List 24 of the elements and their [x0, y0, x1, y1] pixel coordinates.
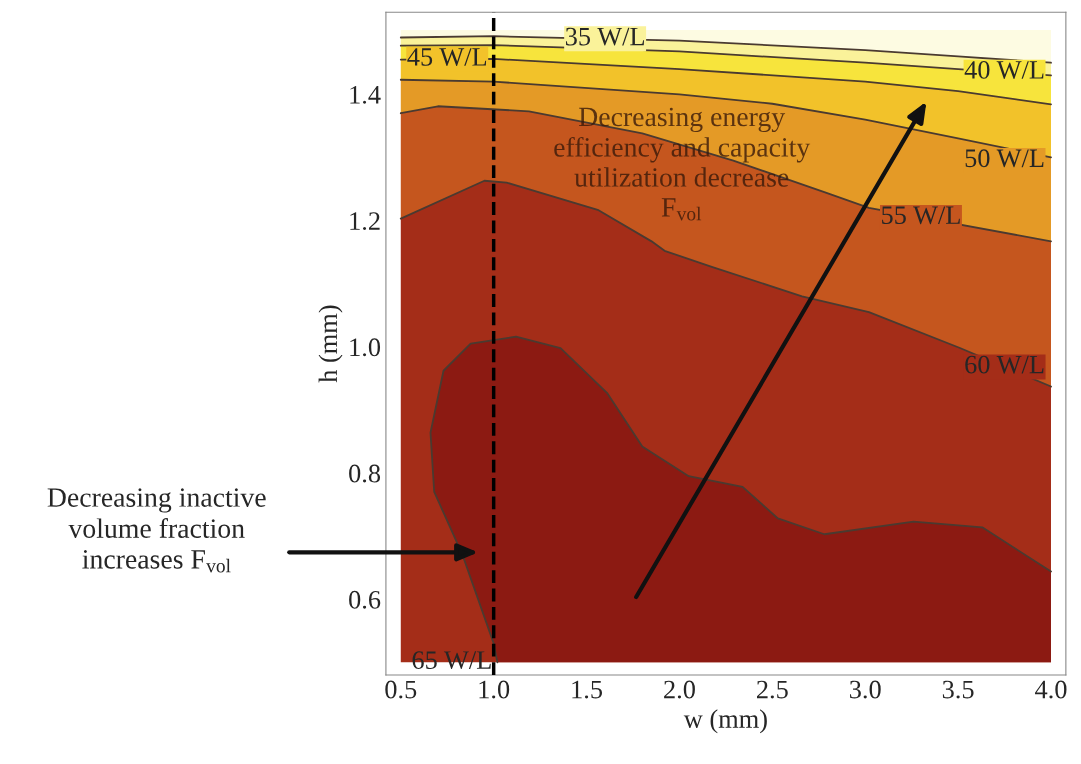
line-series: [399, 105, 1052, 243]
series-label: 50 W/L: [965, 149, 1044, 168]
y-tick-label: 0.6: [349, 590, 381, 609]
x-tick-label: 2.0: [664, 680, 695, 699]
annotation: Decreasing energy efficiency and capacity utilization decrease F$_{vol}$: [554, 107, 811, 221]
x-tick-label: 3.5: [942, 680, 974, 699]
x-axis-title: w (mm): [683, 709, 767, 734]
series-label: 45 W/L: [407, 48, 487, 66]
x-tick-label: 0.5: [385, 680, 417, 699]
y-tick-label: 1.2: [350, 212, 380, 231]
x-tick-label: 4.0: [1035, 680, 1067, 699]
series-label: 55 W/L: [882, 206, 960, 225]
x-tick-label: 1.5: [572, 680, 603, 699]
y-tick-label: 1.0: [350, 338, 381, 357]
y-tick-label: 0.8: [349, 464, 381, 483]
y-tick-label: 1.4: [350, 86, 381, 104]
x-tick-label: 2.5: [757, 680, 788, 699]
series-label: 60 W/L: [965, 355, 1044, 374]
y-axis-title: h (mm): [318, 305, 343, 383]
series-label: 40 W/L: [964, 60, 1044, 79]
x-tick-label: 1.0: [479, 680, 510, 699]
x-tick-label: 3.0: [849, 680, 881, 699]
series-label: 35 W/L: [565, 27, 644, 46]
text: Decreasing inactive volume fraction increases F$_{vol}$: [47, 488, 266, 573]
